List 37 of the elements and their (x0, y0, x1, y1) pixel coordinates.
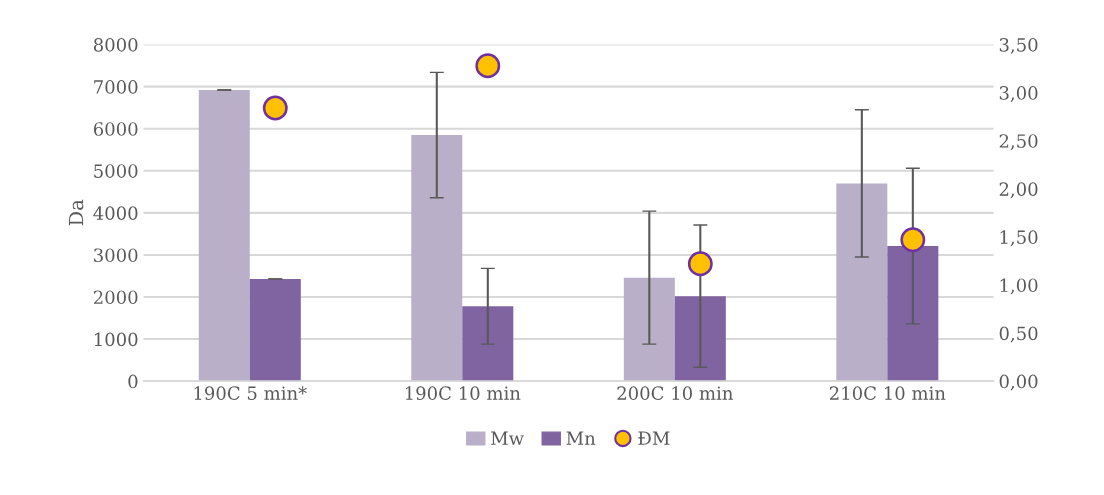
legend-label: Mw (491, 431, 524, 445)
y-tick-label: 5000 (94, 164, 138, 178)
y2-tick-label: 3,00 (999, 86, 1038, 102)
y2-tick-label: 1,00 (1000, 278, 1038, 295)
y-tick-label: 1000 (94, 332, 138, 347)
point (687, 251, 713, 277)
bar (623, 277, 675, 382)
bar (836, 183, 888, 382)
y2-tick-label: 2,50 (999, 134, 1038, 151)
bar (198, 89, 250, 382)
point (900, 227, 926, 253)
y2-tick-label: 0,50 (999, 326, 1038, 343)
legend-label: ĐM (638, 431, 670, 445)
legend-label: Mn (566, 431, 596, 445)
point (262, 95, 288, 121)
y-tick-label: 4000 (93, 206, 138, 220)
x-tick-label: 200C 10 min (617, 386, 733, 400)
x-tick-label: 210C 10 min (829, 386, 946, 400)
point (475, 53, 501, 79)
bar (462, 306, 514, 382)
y2-tick-label: 3,50 (999, 38, 1038, 54)
y2-tick-label: 1,50 (1000, 230, 1038, 247)
y-tick-label: 8000 (93, 38, 138, 52)
bar (249, 278, 301, 382)
x-tick-label: 190C 10 min (405, 386, 521, 400)
y2-tick-label: 2,00 (999, 182, 1038, 199)
x-tick-label: 190C 5 min* (194, 386, 307, 400)
y-axis-title: Da (68, 199, 84, 226)
y-tick-label: 3000 (94, 248, 138, 263)
y-tick-label: 2000 (93, 290, 138, 305)
y-tick-label: 7000 (94, 80, 138, 94)
y-tick-label: 0 (128, 374, 138, 389)
bar (411, 135, 463, 382)
y-tick-label: 6000 (93, 122, 138, 136)
y2-tick-label: 0,00 (999, 374, 1038, 391)
bar (674, 296, 726, 382)
bar (887, 246, 939, 382)
